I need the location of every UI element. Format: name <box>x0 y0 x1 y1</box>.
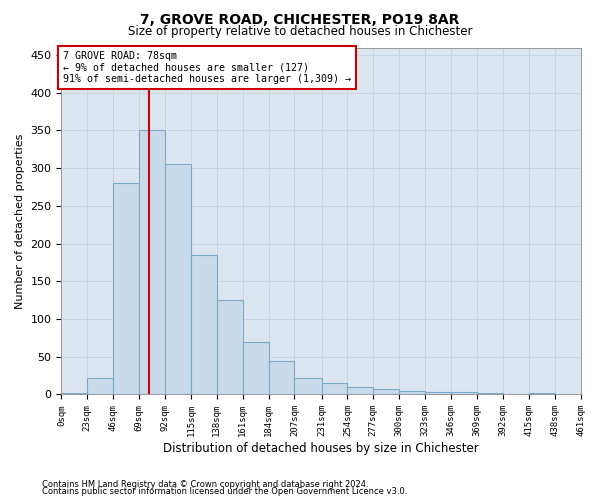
Bar <box>217 300 242 394</box>
Bar <box>347 387 373 394</box>
Y-axis label: Number of detached properties: Number of detached properties <box>15 134 25 308</box>
Bar <box>295 378 322 394</box>
Bar <box>322 383 347 394</box>
Bar <box>191 255 217 394</box>
Bar <box>425 392 451 394</box>
Bar <box>477 393 503 394</box>
Bar <box>373 389 399 394</box>
Bar <box>165 164 191 394</box>
Text: Size of property relative to detached houses in Chichester: Size of property relative to detached ho… <box>128 25 472 38</box>
Bar <box>269 360 295 394</box>
Bar <box>139 130 165 394</box>
Text: 7 GROVE ROAD: 78sqm
← 9% of detached houses are smaller (127)
91% of semi-detach: 7 GROVE ROAD: 78sqm ← 9% of detached hou… <box>62 52 350 84</box>
Bar <box>242 342 269 394</box>
Bar <box>113 184 139 394</box>
Bar <box>61 393 88 394</box>
Bar <box>88 378 113 394</box>
Text: Contains public sector information licensed under the Open Government Licence v3: Contains public sector information licen… <box>42 487 407 496</box>
Bar <box>451 392 477 394</box>
X-axis label: Distribution of detached houses by size in Chichester: Distribution of detached houses by size … <box>163 442 479 455</box>
Bar <box>529 393 554 394</box>
Text: Contains HM Land Registry data © Crown copyright and database right 2024.: Contains HM Land Registry data © Crown c… <box>42 480 368 489</box>
Bar <box>399 390 425 394</box>
Text: 7, GROVE ROAD, CHICHESTER, PO19 8AR: 7, GROVE ROAD, CHICHESTER, PO19 8AR <box>140 12 460 26</box>
